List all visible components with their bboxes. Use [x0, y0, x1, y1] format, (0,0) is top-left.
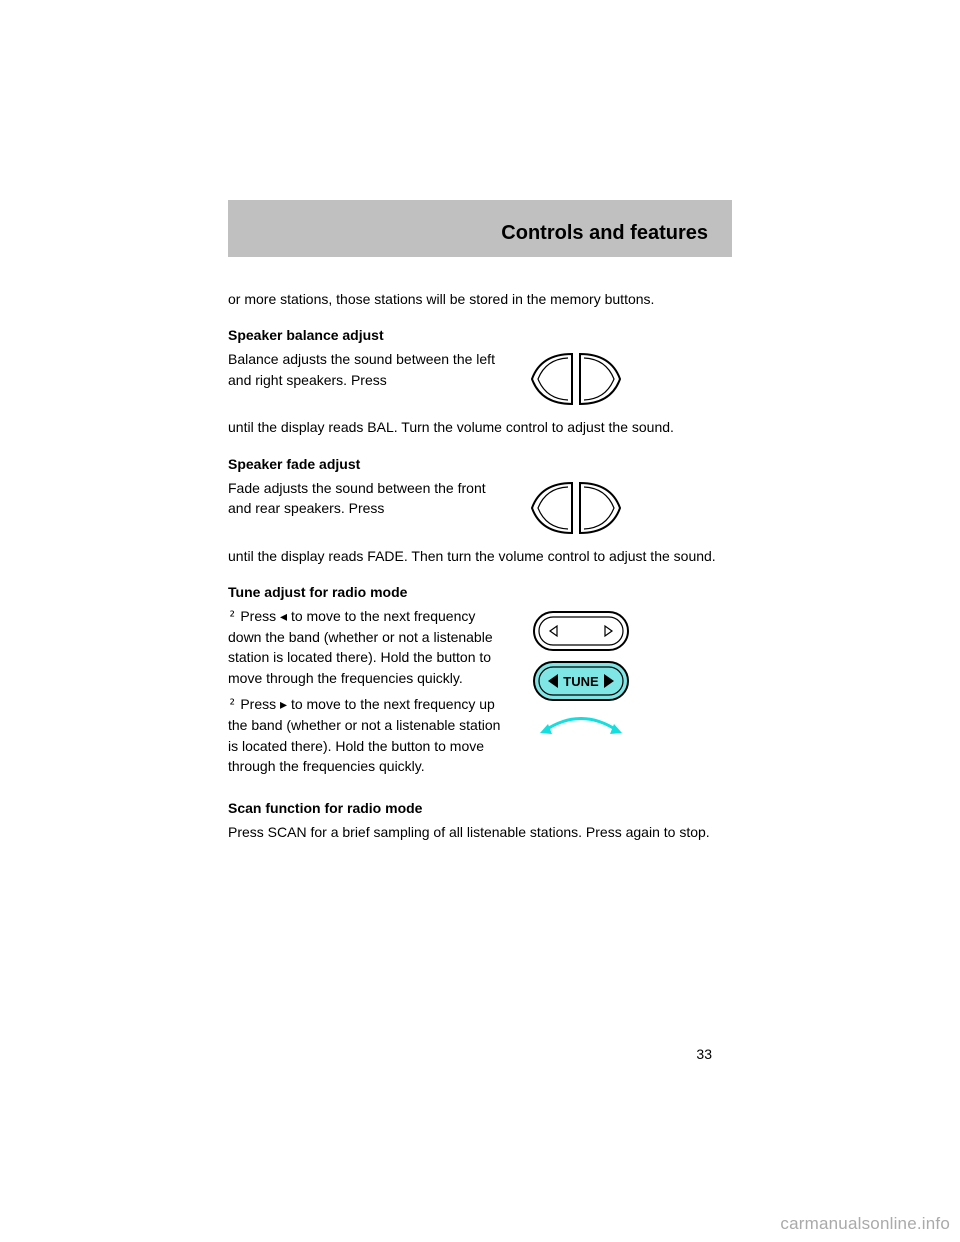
tune-bullets: ² Press ◂ to move to the next frequency …	[228, 606, 508, 782]
scan-text: Press SCAN for a brief sampling of all l…	[228, 822, 732, 842]
tune-heading: Tune adjust for radio mode	[228, 584, 732, 600]
split-button-icon	[526, 478, 626, 538]
svg-text:TUNE: TUNE	[563, 674, 599, 689]
scan-heading: Scan function for radio mode	[228, 800, 732, 816]
page-title: Controls and features	[240, 222, 708, 245]
split-button-icon	[526, 349, 626, 409]
fade-text2: until the display reads FADE. Then turn …	[228, 546, 732, 566]
tune-button-icon: TUNE	[526, 606, 636, 746]
balance-heading: Speaker balance adjust	[228, 327, 732, 343]
balance-text2: until the display reads BAL. Turn the vo…	[228, 417, 732, 437]
fade-heading: Speaker fade adjust	[228, 456, 732, 472]
fade-text: Fade adjusts the sound between the front…	[228, 478, 508, 538]
balance-icon-col	[508, 349, 732, 409]
fade-icon-col	[508, 478, 732, 538]
page-number: 33	[696, 1046, 712, 1062]
header-band: Controls and features	[228, 200, 732, 257]
balance-text: Balance adjusts the sound between the le…	[228, 349, 508, 409]
para-continuation: or more stations, those stations will be…	[228, 289, 732, 309]
watermark: carmanualsonline.info	[780, 1214, 950, 1234]
tune-icon-col: TUNE	[508, 606, 732, 782]
